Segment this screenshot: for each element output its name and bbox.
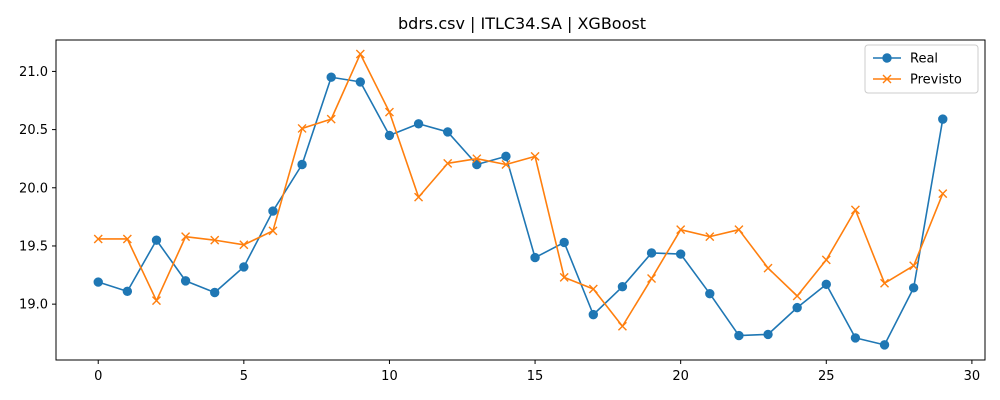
data-point-previsto — [472, 154, 482, 164]
data-point-real — [879, 340, 890, 350]
legend-label: Previsto — [910, 73, 962, 88]
data-point-real — [413, 119, 424, 129]
data-point-previsto — [414, 192, 424, 202]
y-tick-label: 20.0 — [19, 181, 48, 196]
y-tick-label: 20.5 — [19, 123, 48, 138]
data-point-previsto — [297, 123, 307, 133]
data-point-previsto — [676, 225, 686, 235]
data-point-previsto — [443, 158, 453, 168]
data-point-previsto — [850, 205, 860, 215]
data-point-previsto — [792, 291, 802, 301]
data-point-previsto — [880, 278, 890, 288]
legend-swatch-marker — [882, 53, 892, 63]
data-point-real — [646, 248, 657, 258]
data-point-previsto — [210, 235, 220, 245]
y-tick-label: 21.0 — [19, 65, 48, 80]
legend-item-real: Real — [873, 52, 938, 67]
series-line-previsto — [98, 53, 944, 328]
legend-item-previsto: Previsto — [873, 73, 962, 88]
series-points-real — [93, 72, 948, 350]
data-point-real — [559, 237, 569, 248]
plot-frame — [55, 39, 986, 361]
data-point-previsto — [501, 160, 511, 170]
data-point-previsto — [268, 226, 278, 236]
data-point-real — [442, 127, 453, 137]
data-point-real — [268, 206, 278, 216]
data-point-previsto — [705, 232, 715, 242]
series-line-real — [97, 76, 944, 346]
data-point-real — [792, 302, 802, 313]
x-tick-label: 10 — [381, 369, 398, 384]
data-point-previsto — [821, 255, 831, 265]
data-point-real — [850, 333, 861, 343]
chart-title: bdrs.csv | ITLC34.SA | XGBoost — [398, 14, 646, 33]
data-point-previsto — [239, 240, 249, 250]
x-tick-label: 0 — [94, 369, 102, 384]
data-point-previsto — [763, 263, 773, 273]
data-point-real — [239, 262, 249, 272]
data-point-real — [297, 159, 307, 170]
x-tick-label: 5 — [240, 369, 248, 384]
series-points-previsto — [93, 49, 948, 331]
legend-swatch-marker — [882, 74, 892, 84]
data-point-real — [122, 286, 133, 297]
data-point-previsto — [938, 189, 948, 199]
x-tick-label: 20 — [672, 369, 689, 384]
data-point-real — [617, 281, 628, 292]
data-point-real — [472, 159, 482, 170]
data-point-real — [384, 130, 395, 141]
data-point-previsto — [122, 234, 132, 244]
data-point-real — [501, 151, 511, 162]
data-point-previsto — [181, 232, 191, 242]
data-point-previsto — [151, 296, 161, 306]
data-point-real — [180, 276, 191, 286]
data-point-previsto — [734, 225, 744, 235]
legend-label: Real — [910, 52, 938, 67]
data-point-real — [151, 235, 162, 245]
data-point-previsto — [530, 151, 540, 161]
y-tick-label: 19.5 — [19, 239, 48, 254]
data-point-previsto — [909, 261, 919, 271]
legend-box — [864, 44, 979, 94]
data-point-real — [705, 288, 715, 299]
data-point-previsto — [93, 234, 103, 244]
data-point-real — [588, 309, 599, 320]
data-point-real — [734, 330, 744, 341]
data-point-real — [821, 279, 831, 290]
data-point-real — [530, 252, 540, 263]
data-point-real — [326, 72, 336, 82]
legend: Real Previsto — [864, 44, 979, 94]
data-point-real — [355, 77, 366, 87]
data-point-real — [210, 287, 220, 298]
data-point-real — [908, 283, 919, 293]
y-tick-label: 19.0 — [19, 298, 48, 313]
data-point-real — [93, 277, 103, 287]
data-point-previsto — [647, 274, 657, 284]
data-point-previsto — [355, 49, 365, 59]
data-point-previsto — [384, 107, 394, 117]
data-point-previsto — [559, 272, 569, 282]
data-point-previsto — [617, 321, 627, 331]
data-point-previsto — [588, 284, 598, 294]
x-tick-label: 15 — [527, 369, 544, 384]
x-tick-label: 30 — [964, 369, 981, 384]
x-tick-label: 25 — [818, 369, 835, 384]
data-point-real — [763, 329, 773, 340]
plot-area: 0 5 10 15 20 25 30 19.0 19.5 20.0 20.5 21.0 — [19, 39, 986, 384]
data-point-real — [675, 249, 686, 259]
data-point-previsto — [326, 114, 336, 124]
data-point-real — [938, 114, 948, 124]
